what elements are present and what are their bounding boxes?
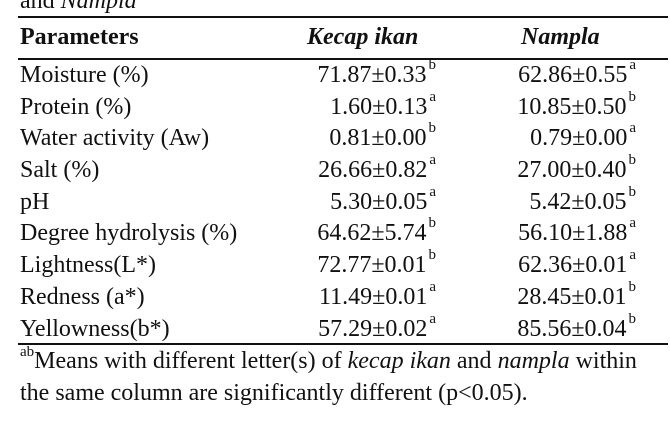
kecap-ikan-cell: 1.60±0.13 a <box>330 88 436 124</box>
footnote-text-1: Means with different letter(s) of <box>34 348 348 374</box>
table-row: Degree hydrolysis (%) 64.62±5.74 b 56.10±… <box>0 215 670 250</box>
kecap-ikan-value: 26.66±0.82 <box>318 157 428 184</box>
kecap-ikan-value: 0.81±0.00 <box>329 125 427 152</box>
parameter-cell: pH <box>20 188 50 215</box>
parameter-cell: Moisture (%) <box>20 62 149 88</box>
header-parameters: Parameters <box>20 24 139 50</box>
parameter-cell: Lightness(L*) <box>20 252 156 279</box>
table-row: Salt (%) 26.66±0.82 a 27.00±0.40 b <box>0 152 670 187</box>
nampla-cell: 28.45±0.01 b <box>517 278 637 314</box>
table-row: Redness (a*) 11.49±0.01 a 28.45±0.01 b <box>0 278 670 314</box>
nampla-value: 62.36±0.01 <box>518 252 628 279</box>
parameter-cell: Protein (%) <box>20 93 132 120</box>
nampla-letter: a <box>629 215 636 232</box>
nampla-cell: 56.10±1.88 a <box>518 215 636 250</box>
kecap-ikan-value: 1.60±0.13 <box>330 93 428 120</box>
nampla-cell: 85.56±0.04 b <box>517 310 637 346</box>
table-row: Yellowness(b*) 57.29±0.02 a 85.56±0.04 b <box>0 310 670 346</box>
caption-prefix: and <box>20 0 61 14</box>
table-footnote: abMeans with different letter(s) of keca… <box>20 345 665 409</box>
nampla-cell: 62.86±0.55 a <box>518 57 636 92</box>
parameter-cell: Redness (a*) <box>20 283 145 310</box>
kecap-ikan-cell: 72.77±0.01 b <box>317 247 437 282</box>
footnote-text-2: and <box>450 348 498 374</box>
nampla-value: 0.79±0.00 <box>530 125 628 152</box>
kecap-ikan-letter: a <box>429 88 436 105</box>
kecap-ikan-letter: a <box>429 310 436 327</box>
nampla-cell: 27.00±0.40 b <box>517 152 637 187</box>
kecap-ikan-cell: 0.81±0.00 b <box>329 120 437 155</box>
table-row: Moisture (%) 71.87±0.33 b 62.86±0.55 a <box>0 57 670 92</box>
parameter-cell: Degree hydrolysis (%) <box>20 220 238 247</box>
nampla-value: 27.00±0.40 <box>517 157 627 184</box>
kecap-ikan-letter: a <box>429 152 436 169</box>
kecap-ikan-cell: 71.87±0.33 b <box>317 57 437 92</box>
nampla-letter: a <box>629 120 636 137</box>
footnote-text-3: within the same column are significantly… <box>20 348 637 406</box>
kecap-ikan-value: 57.29±0.02 <box>318 315 428 342</box>
kecap-ikan-cell: 5.30±0.05 a <box>330 183 436 219</box>
table-row: Lightness(L*) 72.77±0.01 b 62.36±0.01 a <box>0 247 670 282</box>
parameter-cell: Salt (%) <box>20 157 100 184</box>
kecap-ikan-letter: b <box>428 120 437 137</box>
header-nampla: Nampla <box>521 24 600 50</box>
kecap-ikan-value: 71.87±0.33 <box>317 62 427 88</box>
header-kecap-ikan: Kecap ikan <box>307 24 419 50</box>
table-row: Protein (%) 1.60±0.13 a 10.85±0.50 b <box>0 88 670 124</box>
nampla-letter: b <box>628 183 637 200</box>
kecap-ikan-value: 64.62±5.74 <box>317 220 427 247</box>
nampla-value: 10.85±0.50 <box>517 93 627 120</box>
table-row: Water activity (Aw) 0.81±0.00 b 0.79±0.00… <box>0 120 670 155</box>
nampla-letter: b <box>628 88 637 105</box>
kecap-ikan-letter: b <box>428 247 437 264</box>
caption-tail: and Nampla <box>20 0 137 14</box>
nampla-value: 62.86±0.55 <box>518 62 628 88</box>
kecap-ikan-letter: a <box>429 183 436 200</box>
nampla-value: 85.56±0.04 <box>517 315 627 342</box>
header-rule <box>18 58 668 60</box>
kecap-ikan-cell: 64.62±5.74 b <box>317 215 437 250</box>
footnote-superscript: ab <box>20 344 35 360</box>
table-body: Moisture (%) 71.87±0.33 b 62.86±0.55 a Pro… <box>0 57 670 346</box>
nampla-value: 5.42±0.05 <box>529 188 627 215</box>
parameter-cell: Yellowness(b*) <box>20 315 170 342</box>
kecap-ikan-letter: a <box>429 278 436 295</box>
bottom-rule <box>18 343 668 345</box>
nampla-cell: 0.79±0.00 a <box>530 120 636 155</box>
nampla-letter: b <box>628 310 637 327</box>
footnote-italic-1: kecap ikan <box>347 348 451 374</box>
nampla-letter: b <box>628 152 637 169</box>
nampla-value: 28.45±0.01 <box>517 283 627 310</box>
nampla-letter: a <box>629 57 636 73</box>
kecap-ikan-cell: 57.29±0.02 a <box>318 310 436 346</box>
kecap-ikan-value: 11.49±0.01 <box>319 283 428 310</box>
kecap-ikan-value: 72.77±0.01 <box>317 252 427 279</box>
top-rule <box>18 16 668 18</box>
nampla-cell: 5.42±0.05 b <box>529 183 637 219</box>
nampla-letter: a <box>629 247 636 264</box>
caption-italic: Nampla <box>60 0 137 14</box>
parameter-cell: Water activity (Aw) <box>20 125 210 152</box>
nampla-letter: b <box>628 278 637 295</box>
nampla-value: 56.10±1.88 <box>518 220 628 247</box>
nampla-cell: 62.36±0.01 a <box>518 247 636 282</box>
kecap-ikan-letter: b <box>428 57 437 73</box>
kecap-ikan-cell: 11.49±0.01 a <box>319 278 436 314</box>
kecap-ikan-cell: 26.66±0.82 a <box>318 152 436 187</box>
footnote-italic-2: nampla <box>497 348 570 374</box>
nampla-cell: 10.85±0.50 b <box>517 88 637 124</box>
table-header: Parameters Kecap ikan Nampla <box>0 18 670 56</box>
kecap-ikan-letter: b <box>428 215 437 232</box>
kecap-ikan-value: 5.30±0.05 <box>330 188 428 215</box>
table-row: pH 5.30±0.05 a 5.42±0.05 b <box>0 183 670 219</box>
